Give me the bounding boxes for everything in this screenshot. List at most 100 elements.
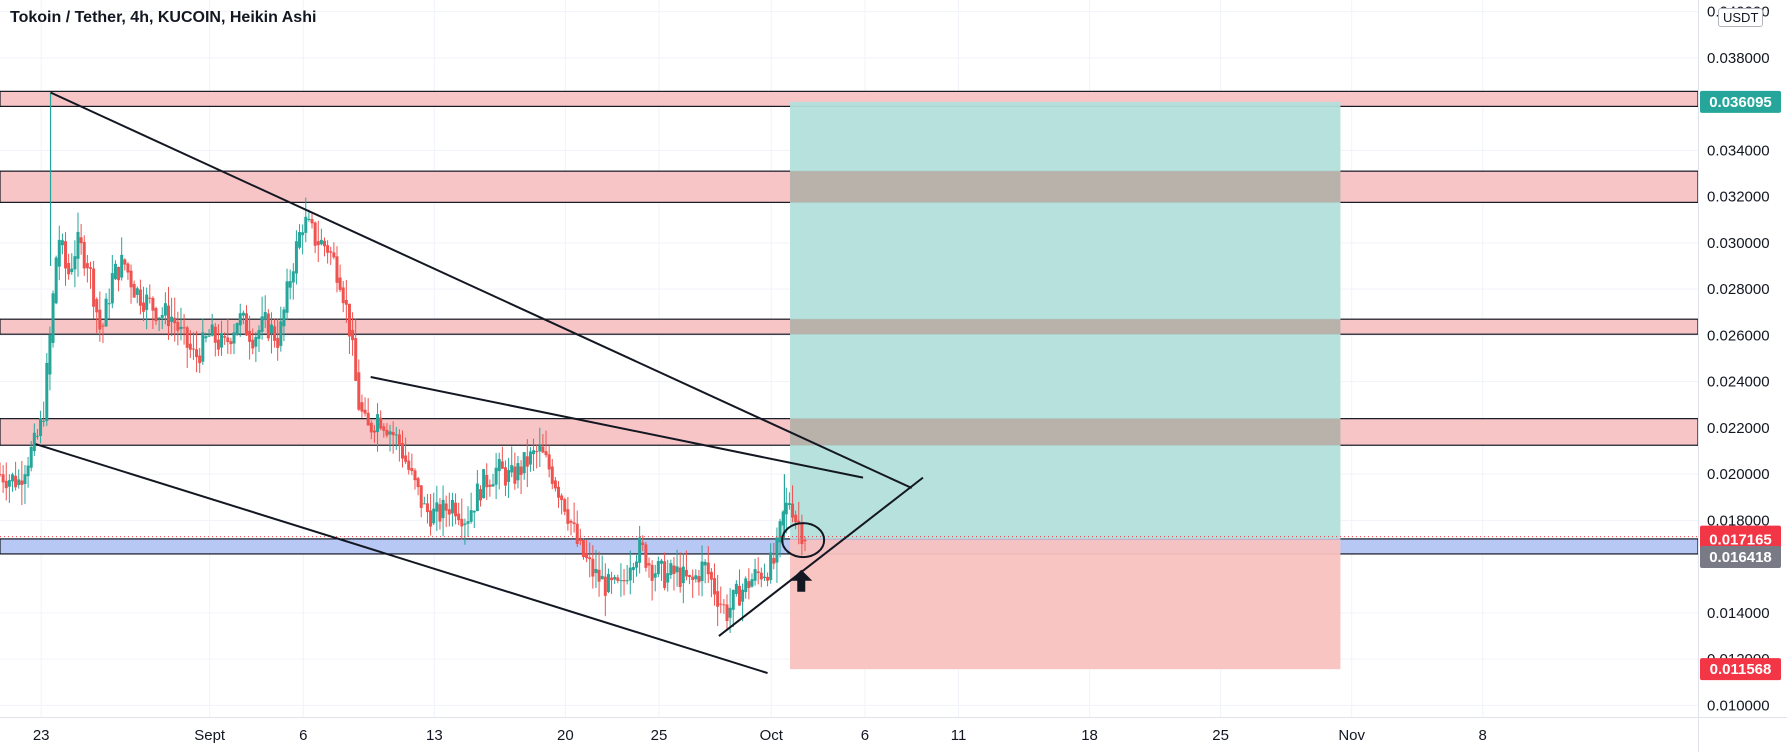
candle-body [709,571,713,580]
candle-body [485,474,489,488]
time-tick-label: 23 [33,727,50,744]
price-tick-label: 0.010000 [1707,697,1770,714]
candle-body [803,539,807,542]
candle-body [597,569,601,582]
price-tick-label: 0.022000 [1707,420,1770,437]
candle-body [42,420,46,422]
candle-body [656,561,660,575]
candle-body [766,576,770,581]
candle-body [503,467,507,486]
candle-body [787,503,791,506]
candle-body [553,480,557,489]
candle-body [326,245,330,253]
candle-body [691,576,695,580]
candle-body [360,402,364,412]
price-tick-label: 0.028000 [1707,281,1770,298]
time-tick-label: 25 [651,727,668,744]
candle-body [376,414,380,433]
trendline[interactable] [35,443,768,675]
candle-body [20,480,24,485]
candle-body [663,561,667,588]
candle-body [285,281,289,313]
candle-body [703,561,707,566]
candle-body [734,583,738,594]
candle-body [266,313,270,339]
circle-marker [781,522,826,559]
candle-body [313,222,317,246]
candle-body [500,461,504,469]
price-tick-label: 0.034000 [1707,142,1770,159]
candle-body [67,262,71,275]
trendline[interactable] [50,91,913,489]
candle-body [544,451,548,456]
candle-body [157,317,161,319]
zone-overlap [790,418,1341,446]
candle-body [142,302,146,312]
candle-body [382,426,386,431]
candle-body [460,518,464,527]
candle-body [351,329,355,341]
candle-body [610,577,614,581]
candle-body [401,443,405,459]
candle-body [201,332,205,362]
candle-body [413,470,417,481]
candle-body [113,263,117,280]
candle-body [513,466,517,484]
chart-title: Tokoin / Tether, 4h, KUCOIN, Heikin Ashi [10,9,317,26]
time-tick-label: 8 [1479,727,1487,744]
zone-overlap [790,319,1341,335]
candle-body [98,309,102,330]
candle-body [244,313,248,336]
candle-body [747,581,751,589]
candle-body [64,241,68,269]
candle-body [79,237,83,244]
candle-body [88,267,92,269]
candle-body [528,451,532,465]
candle-body [279,321,283,346]
candle-body [488,484,492,487]
currency-button[interactable]: USDT [1718,8,1764,27]
candle-body [92,268,96,307]
candle-body [294,241,298,274]
trendlines[interactable] [35,91,924,675]
candle-body [535,451,539,453]
candle-body [563,499,567,512]
candle-body [744,578,748,593]
candle-body [163,303,167,316]
candle-body [525,456,529,467]
candle-body [319,239,323,245]
candle-body [781,511,785,526]
candle-body [304,216,308,233]
candle-body [791,503,795,518]
candle-body [29,446,33,468]
candle-body [622,580,626,582]
candle-body [123,259,127,265]
time-axis[interactable]: 23 Sept 6 13 20 25 Oct 6 11 18 25 Nov 8 [33,727,1487,744]
candle-body [419,485,423,508]
candle-body [466,521,470,524]
candle-body [10,474,14,482]
candle-body [394,434,398,436]
candle-body [669,563,673,576]
candle-body [404,455,408,462]
candle-body [600,575,604,580]
trendline[interactable] [370,376,864,479]
candle-body [135,288,139,295]
long-position-tool[interactable] [790,101,1341,670]
price-tick-label: 0.024000 [1707,374,1770,391]
candle-body [631,567,635,571]
candle-body [560,495,564,501]
candle-body [166,305,170,327]
candle-body [148,297,152,299]
price-tag [1700,658,1781,681]
stop-zone[interactable] [790,539,1341,670]
candle-body [132,284,136,298]
candle-body [775,537,779,563]
trendline[interactable] [718,476,924,637]
candle-body [510,465,514,473]
candle-body [778,521,782,543]
candle-body [728,607,732,618]
candle-body [347,303,351,337]
